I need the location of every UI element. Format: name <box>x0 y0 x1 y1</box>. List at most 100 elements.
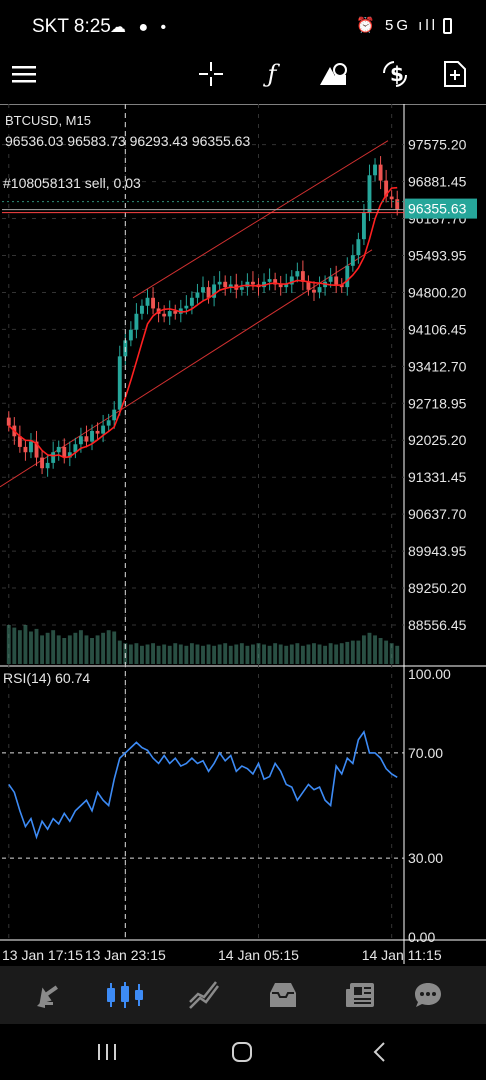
rsi-label: RSI(14) 60.74 <box>3 670 91 686</box>
candle-body <box>134 313 139 330</box>
price-axis-label: 92025.20 <box>408 432 467 448</box>
news-icon <box>346 983 374 1007</box>
volume-bar <box>167 645 172 664</box>
candle-body <box>345 265 350 288</box>
volume-bar <box>112 631 117 664</box>
price-axis-label: 94800.20 <box>408 284 467 300</box>
objects-icon <box>320 63 347 85</box>
moving-average-line <box>8 186 398 459</box>
chart-icon <box>107 982 143 1008</box>
quotes-icon <box>37 985 58 1008</box>
new-order-icon <box>444 61 466 87</box>
menu-button[interactable] <box>8 52 40 96</box>
candle-body <box>101 425 106 434</box>
nav-history[interactable] <box>253 966 313 1024</box>
status-icons-left: ☁ ● • <box>110 19 171 36</box>
candle-body <box>245 281 250 288</box>
volume-bar <box>156 645 161 664</box>
channel-line-upper <box>132 140 389 299</box>
chart-ohlc-label: 96536.03 96583.73 96293.43 96355.63 <box>5 133 251 149</box>
order-line-label[interactable]: #108058131 sell, 0.03 <box>3 175 141 191</box>
candle-body <box>84 436 89 442</box>
volume-bar <box>84 635 89 664</box>
candle-body <box>262 281 266 288</box>
home-button[interactable] <box>212 1024 272 1080</box>
price-axis-label: 93412.70 <box>408 358 467 374</box>
volume-bar <box>339 643 344 664</box>
candle-body <box>356 239 361 256</box>
candle-body <box>201 287 205 293</box>
candle-body <box>45 462 50 469</box>
recents-button[interactable] <box>77 1024 137 1080</box>
candle-body <box>312 289 316 293</box>
candle-body <box>189 297 194 306</box>
volume-bar <box>17 630 22 664</box>
nav-news[interactable] <box>330 966 390 1024</box>
volume-bar <box>367 632 372 664</box>
chart-area[interactable]: 97575.2096881.4596187.7095493.9594800.20… <box>0 104 486 964</box>
dollar-trade-icon: $ <box>382 61 408 87</box>
candle-body <box>284 284 289 288</box>
rsi-axis-label: 70.00 <box>408 745 443 761</box>
nav-messages[interactable] <box>398 966 458 1024</box>
nav-trade[interactable] <box>174 966 234 1024</box>
time-axis-label: 14 Jan 05:15 <box>218 947 299 963</box>
candle-body <box>162 313 167 317</box>
function-icon: ƒ <box>267 60 277 88</box>
volume-bar <box>212 645 217 664</box>
volume-bar <box>228 645 233 664</box>
objects-button[interactable] <box>316 52 350 96</box>
nav-quotes[interactable] <box>18 966 78 1024</box>
price-axis-label: 94106.45 <box>408 321 467 337</box>
volume-bar <box>300 645 305 664</box>
indicators-button[interactable]: ƒ <box>256 52 288 96</box>
volume-bar <box>306 644 311 664</box>
trade-icon <box>189 981 219 1009</box>
candle-body <box>217 281 222 285</box>
candle-body <box>29 441 33 453</box>
time-axis-label: 13 Jan 23:15 <box>85 947 166 963</box>
svg-text:$: $ <box>390 62 404 86</box>
candle-body <box>251 281 255 285</box>
chart-canvas[interactable]: 97575.2096881.4596187.7095493.9594800.20… <box>0 104 486 964</box>
volume-bar <box>278 644 283 664</box>
candle-body <box>278 284 283 288</box>
volume-bar <box>101 632 106 664</box>
volume-bar <box>361 635 366 664</box>
volume-bar <box>145 644 150 664</box>
volume-bar <box>184 645 189 664</box>
candle-body <box>167 311 172 317</box>
candle-body <box>151 297 155 309</box>
candle-body <box>328 276 333 282</box>
new-order-button[interactable] <box>440 52 470 96</box>
back-button[interactable] <box>350 1024 410 1080</box>
time-axis-label: 13 Jan 17:15 <box>2 947 83 963</box>
trade-button[interactable]: $ <box>378 52 412 96</box>
history-icon <box>270 983 296 1007</box>
volume-bar <box>373 635 377 664</box>
candle-body <box>140 305 144 314</box>
rsi-axis-label: 0.00 <box>408 929 435 945</box>
volume-bar <box>45 632 50 664</box>
candle-body <box>62 446 67 458</box>
volume-bar <box>262 644 266 664</box>
candle-body <box>317 287 322 293</box>
volume-bar <box>95 635 100 664</box>
price-axis-label: 95493.95 <box>408 247 467 263</box>
volume-bar <box>12 627 17 664</box>
candle-body <box>367 175 372 213</box>
crosshair-button[interactable] <box>195 52 227 96</box>
price-axis-label: 92718.95 <box>408 395 467 411</box>
status-bar: SKT 8:25 ☁ ● • ⏰ 5G ıll <box>0 0 486 52</box>
nav-chart[interactable] <box>95 966 155 1024</box>
candle-body <box>95 430 100 434</box>
volume-bar <box>34 628 39 664</box>
candle-body <box>51 452 56 463</box>
candle-body <box>350 255 355 266</box>
candle-body <box>195 292 200 298</box>
recents-icon <box>98 1044 116 1060</box>
candle-body <box>90 430 94 442</box>
volume-bar <box>273 643 278 664</box>
candle-body <box>56 446 61 453</box>
price-axis-label: 96881.45 <box>408 174 467 190</box>
